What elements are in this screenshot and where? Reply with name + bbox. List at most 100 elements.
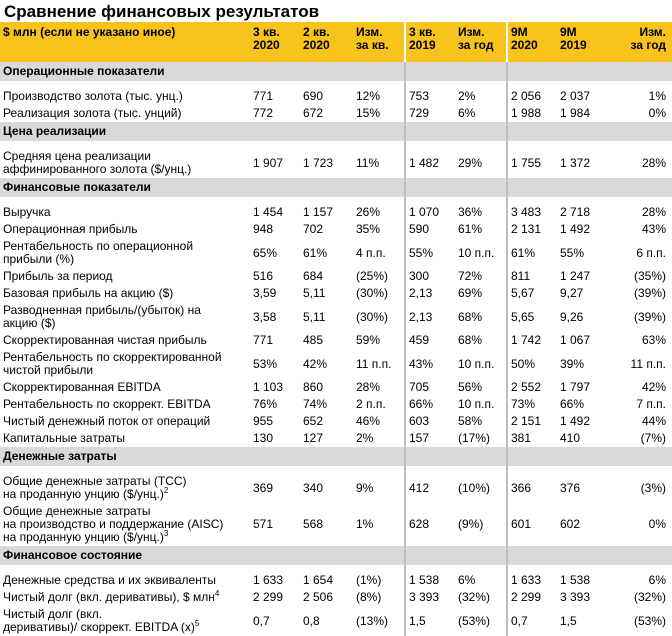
value-cell: (7%) [640,431,666,445]
value-cell: 603 [404,413,455,430]
value-cell: 1 247 [560,269,591,283]
section-filler [557,546,607,565]
label-text: Капитальные затраты [3,431,126,445]
section-filler [250,546,300,565]
value-cell: 0% [648,517,666,531]
value-cell: 7 п.п. [636,397,666,411]
footnote-mark: 2 [163,486,169,495]
section-filler [250,178,300,197]
section-filler [607,546,672,565]
value-cell: 2% [458,89,476,103]
data-row: Общие денежные затраты на производство и… [0,503,672,546]
column-header: 3 кв. 2020 [250,22,300,62]
header-row: $ млн (если не указано иное) 3 кв. 2020 2 … [0,22,672,62]
value-cell: (39%) [633,309,666,324]
label-text: Выручка [3,205,51,219]
value-cell: 3,59 [253,286,277,300]
data-row: Производство золота (тыс. унц.) 771 690 12%… [0,81,672,105]
value-cell: 2% [356,431,374,445]
value-cell: 811 [506,268,557,285]
value-cell: 157 [404,430,455,447]
section-filler [404,447,455,466]
section-filler [557,447,607,466]
value-cell: 860 [303,380,324,394]
data-row: Чистый долг (вкл. деривативы), $ млн4 2 2… [0,589,672,606]
section-filler [250,122,300,141]
value-cell: 68% [458,309,483,324]
value-cell: 1 157 [303,205,334,219]
value-cell: 1 907 [253,155,284,170]
label-text: Средняя цена реализации аффинированного … [3,149,192,176]
value-cell: 61% [458,222,483,236]
section-filler [404,178,455,197]
label-text: Скорректированная EBITDA [3,380,161,394]
value-cell: 55% [560,245,585,260]
row-label: Реализация золота (тыс. унций) [0,105,250,122]
value-cell: 66% [560,397,585,411]
value-cell: 36% [458,205,483,219]
value-cell: 705 [404,379,455,396]
column-header: $ млн (если не указано иное) [0,22,250,62]
value-cell: 2 151 [506,413,557,430]
section-filler [455,62,507,81]
value-cell: 1 372 [560,155,591,170]
value-cell: 58% [458,414,483,428]
data-row: Средняя цена реализации аффинированного … [0,141,672,178]
value-cell: 690 [303,89,324,103]
value-cell: 11 п.п. [630,356,666,371]
section-filler [353,62,405,81]
value-cell: 3 393 [560,590,591,604]
value-cell: 602 [560,517,581,531]
row-label: Чистый долг (вкл. деривативы)/ скоррект.… [0,606,250,636]
value-cell: 1 654 [303,573,334,587]
value-cell: 369 [253,480,274,495]
column-header: 9M 2019 [557,22,607,62]
value-cell: 1 633 [506,565,557,589]
row-label: Рентабельность по операционной прибыли (… [0,238,250,268]
value-cell: 516 [253,269,274,283]
value-cell: 955 [253,414,274,428]
section-filler [506,447,557,466]
section-filler [353,546,405,565]
value-cell: 1 984 [560,106,591,120]
value-cell: 2 037 [560,89,591,103]
value-cell: 1 067 [560,333,591,347]
value-cell: (39%) [633,286,666,300]
value-cell: 652 [303,414,324,428]
label-text: Общие денежные затраты на производство и… [3,504,224,544]
data-row: Денежные средства и их эквиваленты 1 633 1… [0,565,672,589]
value-cell: 9% [356,480,374,495]
value-cell: 684 [303,269,324,283]
value-cell: (53%) [633,613,666,628]
value-cell: 59% [356,333,381,347]
value-cell: 1 070 [404,197,455,221]
value-cell: 1 755 [506,141,557,178]
section-filler [300,62,353,81]
section-filler [557,122,607,141]
section-filler [506,178,557,197]
column-header: Изм. за год [455,22,507,62]
label-text: Рентабельность по операционной прибыли (… [3,239,194,266]
section-filler [506,122,557,141]
value-cell: 1 723 [303,155,334,170]
section-row: Денежные затраты [0,447,672,466]
section-filler [353,122,405,141]
value-cell: 28% [356,380,381,394]
value-cell: 65% [253,245,278,260]
value-cell: 61% [506,238,557,268]
section-filler [455,178,507,197]
row-label: Производство золота (тыс. унц.) [0,81,250,105]
section-row: Цена реализации [0,122,672,141]
data-row: Скорректированная EBITDA 1 103 860 28% 705 56… [0,379,672,396]
section-filler [607,178,672,197]
value-cell: 1,5 [404,606,455,636]
value-cell: 412 [404,466,455,503]
column-header: Изм. за год [607,22,672,62]
value-cell: (1%) [356,573,382,587]
value-cell: 6% [458,106,476,120]
value-cell: 2 552 [506,379,557,396]
section-title: Финансовое состояние [0,546,250,565]
value-cell: 10 п.п. [458,245,495,260]
value-cell: 0% [648,106,666,120]
